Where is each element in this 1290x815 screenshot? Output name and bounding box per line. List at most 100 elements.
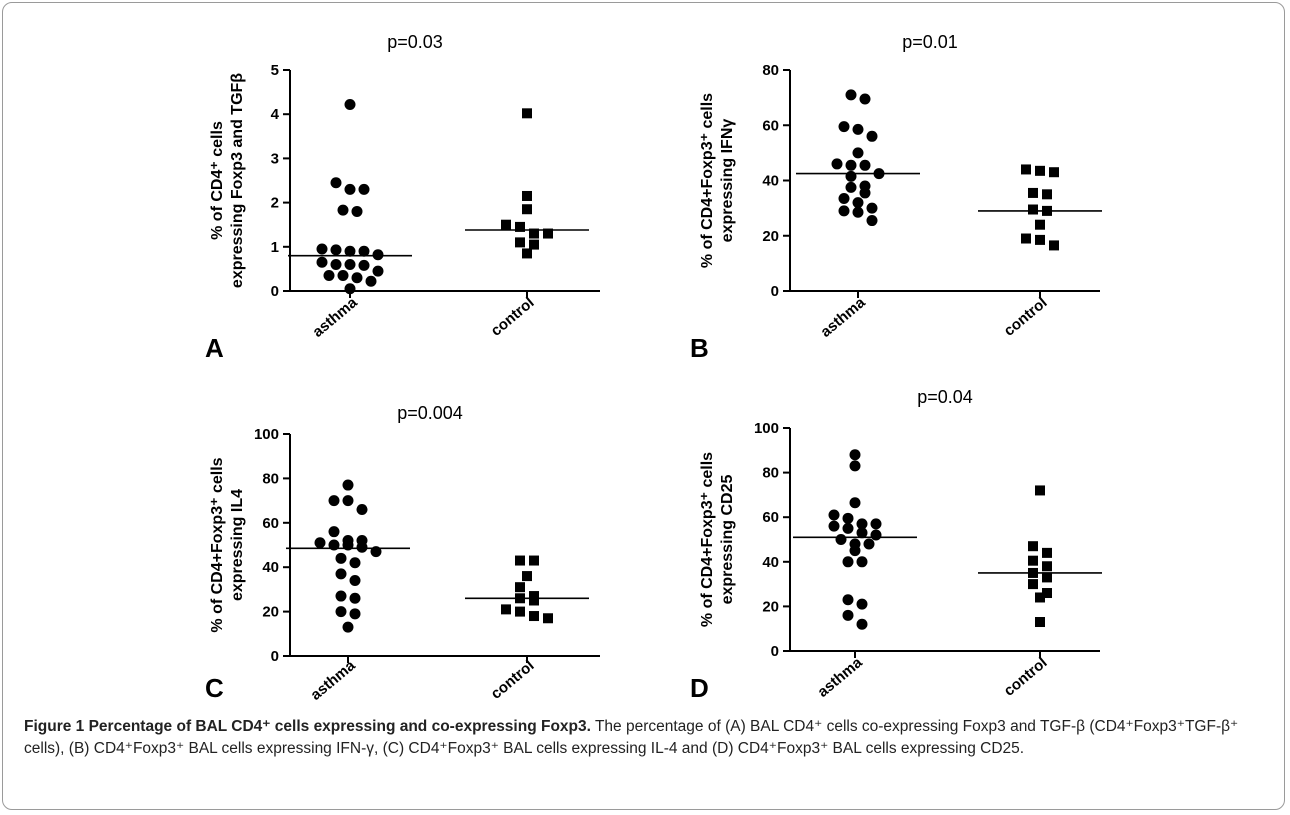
data-point-control <box>1042 547 1052 558</box>
data-point-asthma <box>372 249 384 261</box>
data-point-asthma <box>866 215 878 227</box>
data-point-asthma <box>849 545 861 557</box>
data-point-asthma <box>835 534 847 545</box>
panel-letter: A <box>205 333 224 363</box>
data-point-asthma <box>842 609 854 621</box>
data-point-asthma <box>349 608 361 620</box>
y-tick-label: 20 <box>262 604 279 621</box>
data-point-asthma <box>852 206 864 218</box>
y-tick-label: 40 <box>262 559 279 576</box>
data-point-control <box>529 595 539 606</box>
data-point-asthma <box>356 541 368 553</box>
data-point-asthma <box>856 618 868 630</box>
data-point-asthma <box>342 479 354 491</box>
data-point-asthma <box>842 594 854 606</box>
data-point-control <box>1035 219 1045 230</box>
y-axis-label: expressing Foxp3 and TGFβ <box>229 73 246 288</box>
data-point-asthma <box>866 130 878 142</box>
y-axis-label: expressing IFNγ <box>719 119 736 243</box>
y-axis-label: % of CD4+Foxp3⁺ cells <box>209 457 226 632</box>
data-point-control <box>1021 164 1031 175</box>
figure-panels: 0 1 2 3 4 5 asthma control p=0.03 % of CD4⁺ cells… <box>205 32 1102 704</box>
data-point-control <box>1035 234 1045 245</box>
data-point-asthma <box>859 159 871 171</box>
chart-panel-c: 0 20 40 60 80 100 asthma control p=0.004 % of CD4… <box>205 403 600 704</box>
y-tick-label: 80 <box>262 470 279 487</box>
data-point-control <box>501 219 511 230</box>
y-tick-label: 80 <box>762 465 779 482</box>
y-tick-label: 60 <box>262 515 279 532</box>
data-point-asthma <box>335 552 347 564</box>
data-point-control <box>1028 187 1038 198</box>
data-point-asthma <box>856 527 868 539</box>
data-point-asthma <box>330 258 342 270</box>
y-axis-label: expressing IL4 <box>229 489 246 601</box>
data-point-asthma <box>859 187 871 199</box>
caption-label: Figure 1 Percentage of BAL CD4⁺ cells ex… <box>24 718 591 735</box>
y-axis-label: % of CD4+Foxp3⁺ cells <box>699 93 716 268</box>
data-point-control <box>522 204 532 215</box>
data-point-control <box>529 611 539 622</box>
data-point-asthma <box>838 205 850 217</box>
data-point-control <box>1028 541 1038 552</box>
data-point-asthma <box>344 245 356 257</box>
data-point-asthma <box>351 205 363 217</box>
data-point-asthma <box>863 538 875 550</box>
data-point-asthma <box>344 258 356 270</box>
y-tick-label: 40 <box>762 554 779 571</box>
data-point-asthma <box>330 177 342 189</box>
data-point-asthma <box>335 590 347 602</box>
x-tick-label-asthma: asthma <box>307 657 359 704</box>
data-point-control <box>1035 485 1045 496</box>
y-axis-label: % of CD4⁺ cells <box>209 121 226 240</box>
data-point-control <box>515 606 525 617</box>
data-point-asthma <box>323 270 335 282</box>
data-point-control <box>543 613 553 624</box>
y-tick-label: 0 <box>771 283 779 300</box>
data-point-asthma <box>870 518 882 530</box>
data-point-asthma <box>842 556 854 568</box>
data-point-asthma <box>856 598 868 610</box>
data-point-asthma <box>316 243 328 255</box>
y-tick-label: 0 <box>771 643 779 660</box>
data-point-asthma <box>852 123 864 135</box>
data-point-asthma <box>344 283 356 295</box>
x-tick-label-asthma: asthma <box>309 294 361 341</box>
data-point-asthma <box>358 259 370 271</box>
data-point-control <box>529 239 539 250</box>
data-point-asthma <box>831 158 843 170</box>
x-tick-label-control: control <box>1001 654 1051 700</box>
data-point-asthma <box>328 526 340 538</box>
data-point-asthma <box>866 202 878 214</box>
data-point-asthma <box>335 606 347 618</box>
data-point-control <box>1028 204 1038 215</box>
data-point-asthma <box>859 93 871 105</box>
data-point-asthma <box>330 244 342 256</box>
data-point-asthma <box>351 272 363 284</box>
data-point-asthma <box>337 204 349 216</box>
data-point-control <box>1042 189 1052 200</box>
data-point-asthma <box>856 556 868 568</box>
data-point-control <box>529 555 539 566</box>
data-point-asthma <box>852 197 864 209</box>
x-tick-label-control: control <box>488 657 538 703</box>
data-point-control <box>1042 588 1052 599</box>
data-point-asthma <box>365 275 377 287</box>
x-tick-label-asthma: asthma <box>814 654 866 701</box>
data-point-asthma <box>845 159 857 171</box>
data-point-asthma <box>845 181 857 193</box>
panel-letter: D <box>690 673 709 703</box>
chart-title: p=0.04 <box>917 387 973 407</box>
data-point-control <box>515 221 525 232</box>
data-point-asthma <box>356 503 368 515</box>
data-point-control <box>1028 555 1038 566</box>
data-point-asthma <box>372 265 384 277</box>
data-point-control <box>515 555 525 566</box>
x-tick-label-control: control <box>1001 294 1051 340</box>
chart-panel-b: 0 20 40 60 80 asthma control p=0.01 % of CD4+Fox… <box>690 32 1102 363</box>
data-point-asthma <box>828 509 840 521</box>
figure-caption: Figure 1 Percentage of BAL CD4⁺ cells ex… <box>24 716 1274 760</box>
y-tick-label: 60 <box>762 117 779 134</box>
y-tick-label: 0 <box>271 648 279 665</box>
data-point-asthma <box>349 592 361 604</box>
